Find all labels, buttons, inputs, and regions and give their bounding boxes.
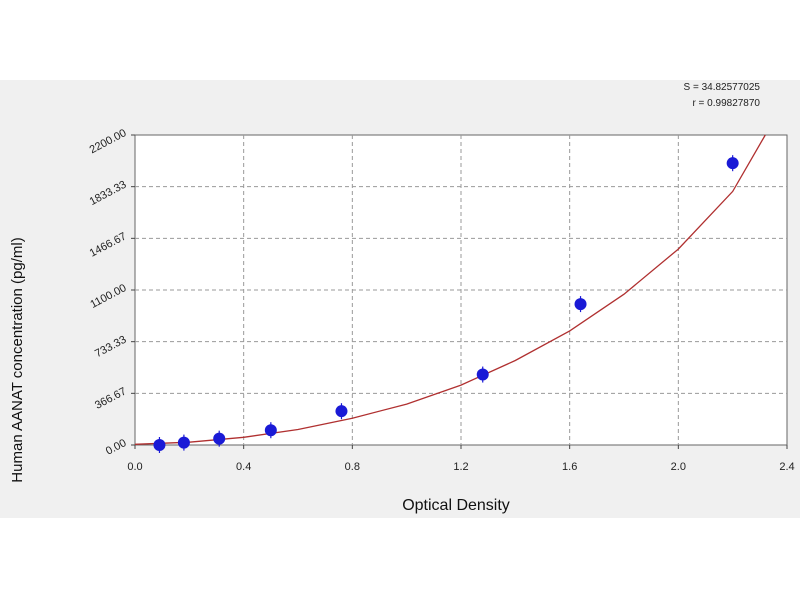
x-tick-label: 0.4: [236, 461, 251, 473]
y-tick-label: 1100.00: [88, 282, 128, 311]
y-tick-label: 366.67: [93, 385, 128, 411]
x-tick-label: 2.4: [779, 461, 794, 473]
data-point: [213, 432, 226, 445]
y-tick-label: 0.00: [104, 437, 129, 458]
y-axis-title: Human AANAT concentration (pg/ml): [9, 237, 26, 482]
x-tick-label: 0.0: [127, 461, 142, 473]
data-point: [177, 436, 190, 449]
x-tick-label: 1.2: [453, 461, 468, 473]
chart-panel: S = 34.82577025 r = 0.99827870 0.0 0.4 0.8…: [0, 80, 800, 518]
x-axis-title: Optical Density: [402, 497, 510, 514]
data-point: [726, 157, 739, 170]
y-tick-label: 1466.67: [88, 230, 129, 259]
fit-r-statistic: r = 0.99827870: [692, 98, 760, 109]
data-point: [335, 405, 348, 418]
calibration-chart: 0.0 0.4 0.8 1.2 1.6 2.0 2.4 0.00 366.67 733.33 110…: [9, 127, 795, 514]
data-point: [574, 298, 587, 311]
fit-curve-line: [134, 134, 766, 445]
x-tick-label: 0.8: [345, 461, 360, 473]
data-point: [476, 368, 489, 381]
x-tick-label: 2.0: [671, 461, 686, 473]
x-tick-label: 1.6: [562, 461, 577, 473]
y-tick-label: 2200.00: [88, 127, 129, 156]
data-point: [264, 424, 277, 437]
y-tick-label: 1833.33: [88, 179, 129, 208]
data-point: [153, 439, 166, 451]
y-tick-label: 733.33: [93, 334, 128, 360]
fit-s-statistic: S = 34.82577025: [683, 82, 760, 93]
